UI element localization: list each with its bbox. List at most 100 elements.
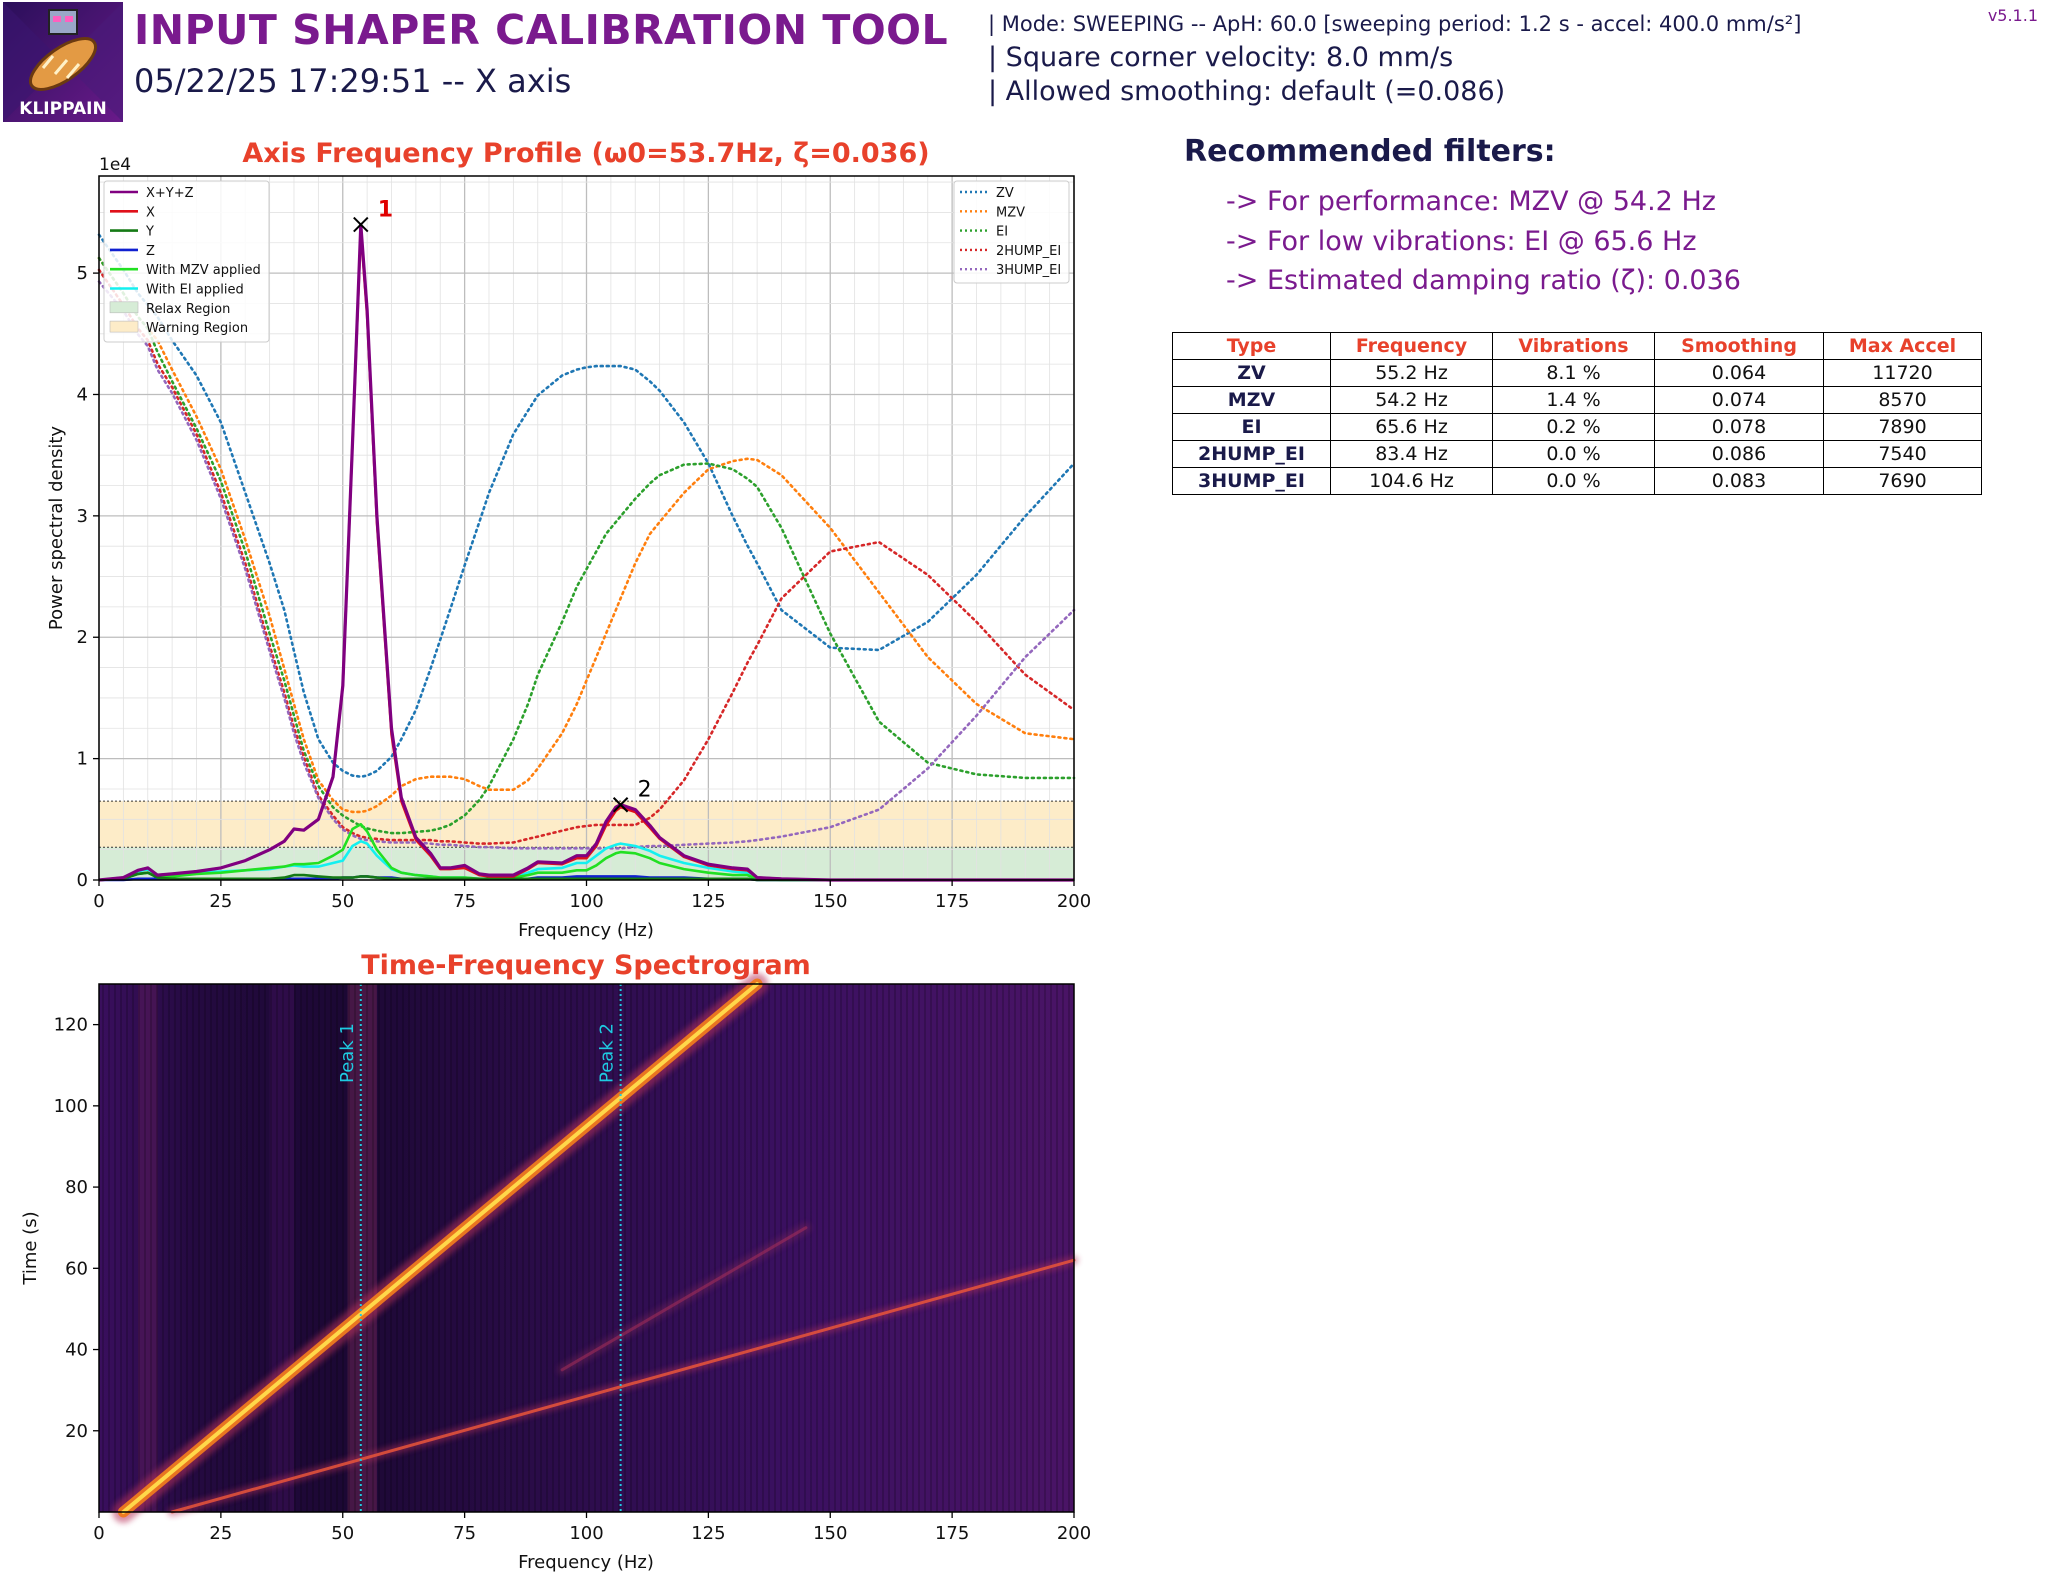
table-header-row: Type Frequency Vibrations Smoothing Max … xyxy=(1172,332,1982,360)
y-tick-label: 20 xyxy=(65,1421,88,1442)
legend-entry: MZV xyxy=(996,205,1025,220)
peak-label: 2 xyxy=(638,778,652,803)
frequency-profile-chart: Axis Frequency Profile (ω0=53.7Hz, ζ=0.0… xyxy=(46,138,1091,941)
psd-y-multiplier: 1e4 xyxy=(99,155,131,175)
sweep-trace xyxy=(121,982,760,1514)
sweep-trace xyxy=(170,1258,1076,1514)
y-tick-label: 0 xyxy=(77,870,88,891)
spectrogram-chart: Time-Frequency Spectrogram Frequency (Hz… xyxy=(20,950,1091,1573)
psd-x-label: Frequency (Hz) xyxy=(518,920,654,941)
version-label: v5.1.1 xyxy=(1987,6,2038,25)
cell-smoothing: 0.083 xyxy=(1654,467,1824,495)
app-title: INPUT SHAPER CALIBRATION TOOL xyxy=(134,6,949,54)
series-y xyxy=(98,871,1074,882)
series-2hump-ei xyxy=(97,268,1076,845)
y-tick-label: 3 xyxy=(77,506,88,527)
cell-smoothing: 0.086 xyxy=(1654,440,1824,468)
header-type: Type xyxy=(1172,332,1331,360)
cell-vibrations: 8.1 % xyxy=(1492,359,1655,387)
x-tick-label: 125 xyxy=(691,1523,725,1544)
x-tick-label: 175 xyxy=(935,891,969,912)
cell-smoothing: 0.064 xyxy=(1654,359,1824,387)
y-tick-label: 5 xyxy=(77,263,88,284)
cell-smoothing: 0.074 xyxy=(1654,386,1824,414)
spectrogram-x-label: Frequency (Hz) xyxy=(518,1552,654,1573)
x-tick-label: 200 xyxy=(1057,891,1091,912)
logo-text: KLIPPAIN xyxy=(19,99,106,119)
recommended-title: Recommended filters: xyxy=(1184,134,1556,169)
cell-max-accel: 7890 xyxy=(1823,413,1982,441)
cell-vibrations: 0.0 % xyxy=(1492,440,1655,468)
x-tick-label: 100 xyxy=(569,1523,603,1544)
y-tick-label: 80 xyxy=(65,1177,88,1198)
x-tick-label: 25 xyxy=(209,1523,232,1544)
cell-type: MZV xyxy=(1172,386,1331,414)
series-ei xyxy=(97,256,1076,835)
legend-box xyxy=(953,180,1070,284)
psd-legend-left: X+Y+Z XYZ With MZV applied With EI applied R… xyxy=(103,180,270,343)
legend-entry: EI xyxy=(996,225,1008,240)
x-tick-label: 125 xyxy=(691,891,725,912)
table-row: ZV 55.2 Hz 8.1 % 0.064 11720 xyxy=(1172,359,1982,387)
legend-entry: 2HUMP_EI xyxy=(996,244,1061,259)
psd-title: Axis Frequency Profile (ω0=53.7Hz, ζ=0.0… xyxy=(242,138,929,169)
sweep-trace xyxy=(560,1226,808,1372)
cell-frequency: 83.4 Hz xyxy=(1330,440,1493,468)
cell-frequency: 104.6 Hz xyxy=(1330,467,1493,495)
peak-marker xyxy=(612,797,629,813)
app-subtitle: 05/22/25 17:29:51 -- X axis xyxy=(134,62,572,100)
header-vibrations: Vibrations xyxy=(1492,332,1655,360)
spectrogram-title: Time-Frequency Spectrogram xyxy=(361,950,811,981)
psd-legend-right: ZV MZV EI 2HUMP_EI 3HUMP_EI xyxy=(953,180,1070,284)
x-tick-label: 25 xyxy=(209,891,232,912)
spectrogram-texture xyxy=(99,984,1074,1512)
legend-entry: 3HUMP_EI xyxy=(996,263,1061,278)
x-tick-label: 75 xyxy=(453,1523,476,1544)
cell-type: EI xyxy=(1172,413,1331,441)
series-x-y-z xyxy=(98,223,1074,882)
cell-type: 2HUMP_EI xyxy=(1172,440,1331,468)
cell-vibrations: 0.2 % xyxy=(1492,413,1655,441)
series-mzv xyxy=(97,256,1076,814)
legend-entry: With EI applied xyxy=(146,283,244,298)
legend-box xyxy=(103,180,270,343)
table-row: MZV 54.2 Hz 1.4 % 0.074 8570 xyxy=(1172,386,1982,414)
series-zv xyxy=(97,233,1076,779)
table-row: EI 65.6 Hz 0.2 % 0.078 7890 xyxy=(1172,413,1982,441)
x-tick-label: 200 xyxy=(1057,1523,1091,1544)
table-row: 3HUMP_EI 104.6 Hz 0.0 % 0.083 7690 xyxy=(1172,467,1982,495)
x-tick-label: 150 xyxy=(813,891,847,912)
x-tick-label: 50 xyxy=(331,891,354,912)
cell-frequency: 54.2 Hz xyxy=(1330,386,1493,414)
y-tick-label: 120 xyxy=(54,1015,88,1036)
recommend-performance: -> For performance: MZV @ 54.2 Hz xyxy=(1226,186,1716,217)
peak-label: 1 xyxy=(378,198,393,223)
psd-y-label: Power spectral density xyxy=(46,426,67,630)
cell-type: ZV xyxy=(1172,359,1331,387)
cell-frequency: 65.6 Hz xyxy=(1330,413,1493,441)
y-tick-label: 2 xyxy=(77,627,88,648)
cell-max-accel: 7540 xyxy=(1823,440,1982,468)
cell-smoothing: 0.078 xyxy=(1654,413,1824,441)
y-tick-label: 60 xyxy=(65,1258,88,1279)
table-row: 2HUMP_EI 83.4 Hz 0.0 % 0.086 7540 xyxy=(1172,440,1982,468)
header-smoothing: Smoothing xyxy=(1654,332,1824,360)
legend-entry: ZV xyxy=(996,186,1014,201)
cell-vibrations: 1.4 % xyxy=(1492,386,1655,414)
recommend-damping: -> Estimated damping ratio (ζ): 0.036 xyxy=(1226,265,1741,296)
x-tick-label: 0 xyxy=(93,891,104,912)
legend-entry: With MZV applied xyxy=(146,263,261,278)
cell-vibrations: 0.0 % xyxy=(1492,467,1655,495)
legend-entry: X xyxy=(146,205,155,220)
y-tick-label: 100 xyxy=(54,1096,88,1117)
series-3hump-ei xyxy=(97,280,1076,850)
cell-frequency: 55.2 Hz xyxy=(1330,359,1493,387)
sweep-trace xyxy=(557,1222,811,1375)
legend-entry: Warning Region xyxy=(146,321,248,336)
smoothing-info: | Allowed smoothing: default (=0.086) xyxy=(988,76,1506,107)
y-tick-label: 1 xyxy=(77,749,88,770)
peak-line-label: Peak 1 xyxy=(337,1023,358,1083)
x-tick-label: 150 xyxy=(813,1523,847,1544)
legend-swatch xyxy=(109,320,139,333)
cell-max-accel: 8570 xyxy=(1823,386,1982,414)
